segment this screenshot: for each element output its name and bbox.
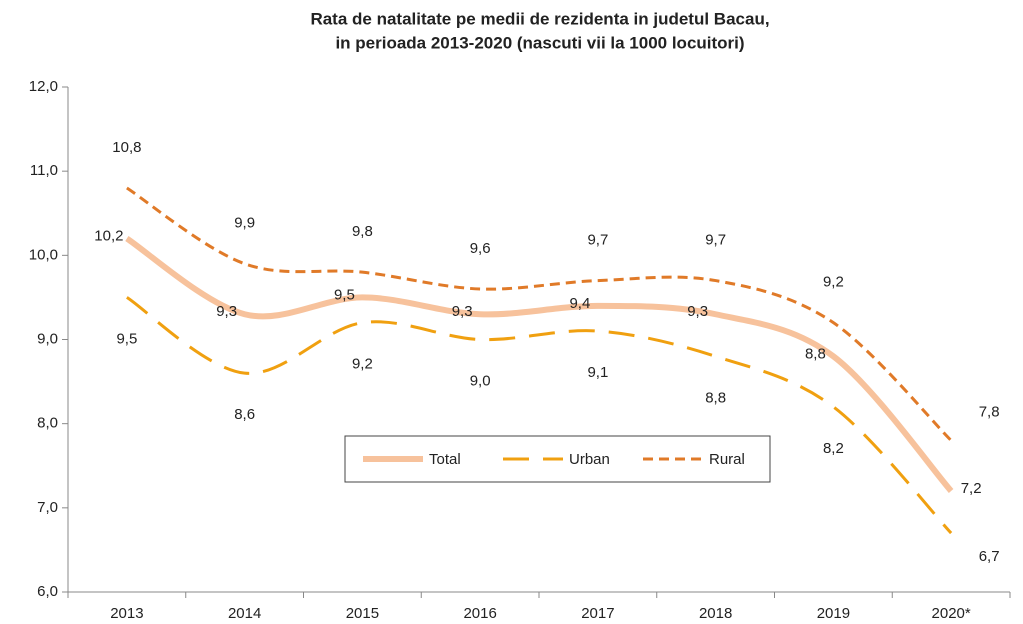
legend-label: Rural [709,451,745,468]
x-tick-label: 2020* [932,605,971,622]
x-tick-label: 2016 [463,605,496,622]
y-tick-label: 8,0 [37,415,58,432]
data-label: 8,8 [705,389,726,406]
y-tick-label: 11,0 [30,162,58,179]
series-line [126,296,953,535]
data-label: 8,8 [805,345,826,362]
data-label: 9,7 [705,232,726,249]
data-label: 9,2 [352,356,373,373]
series-line [126,186,953,442]
data-label: 9,3 [687,303,708,320]
y-tick-label: 7,0 [37,499,58,516]
legend-label: Urban [569,451,610,468]
chart-title: Rata de natalitate pe medii de rezidenta… [310,9,769,28]
x-tick-label: 2017 [581,605,614,622]
data-label: 6,7 [979,548,1000,565]
y-tick-label: 10,0 [29,246,58,263]
data-label: 9,8 [352,223,373,240]
data-label: 9,1 [587,364,608,381]
x-tick-label: 2019 [817,605,850,622]
data-label: 8,2 [823,440,844,457]
x-tick-label: 2018 [699,605,732,622]
x-tick-label: 2014 [228,605,261,622]
data-label: 9,3 [452,303,473,320]
series-line [125,235,954,493]
legend-label: Total [429,451,461,468]
data-label: 7,2 [961,480,982,497]
chart-subtitle: in perioada 2013-2020 (nascuti vii la 10… [335,33,744,52]
data-label: 9,3 [216,303,237,320]
data-label: 9,9 [234,215,255,232]
y-tick-label: 12,0 [29,78,58,95]
data-label: 8,6 [234,406,255,423]
data-label: 9,4 [569,295,590,312]
x-tick-label: 2013 [110,605,143,622]
data-label: 9,7 [587,232,608,249]
data-label: 7,8 [979,403,1000,420]
data-label: 9,5 [116,330,137,347]
data-label: 9,0 [470,372,491,389]
data-label: 9,6 [470,240,491,257]
data-label: 10,8 [112,139,141,156]
x-tick-label: 2015 [346,605,379,622]
data-label: 9,2 [823,274,844,291]
data-label: 9,5 [334,286,355,303]
y-tick-label: 6,0 [37,583,58,600]
data-label: 10,2 [94,227,123,244]
y-tick-label: 9,0 [37,330,58,347]
